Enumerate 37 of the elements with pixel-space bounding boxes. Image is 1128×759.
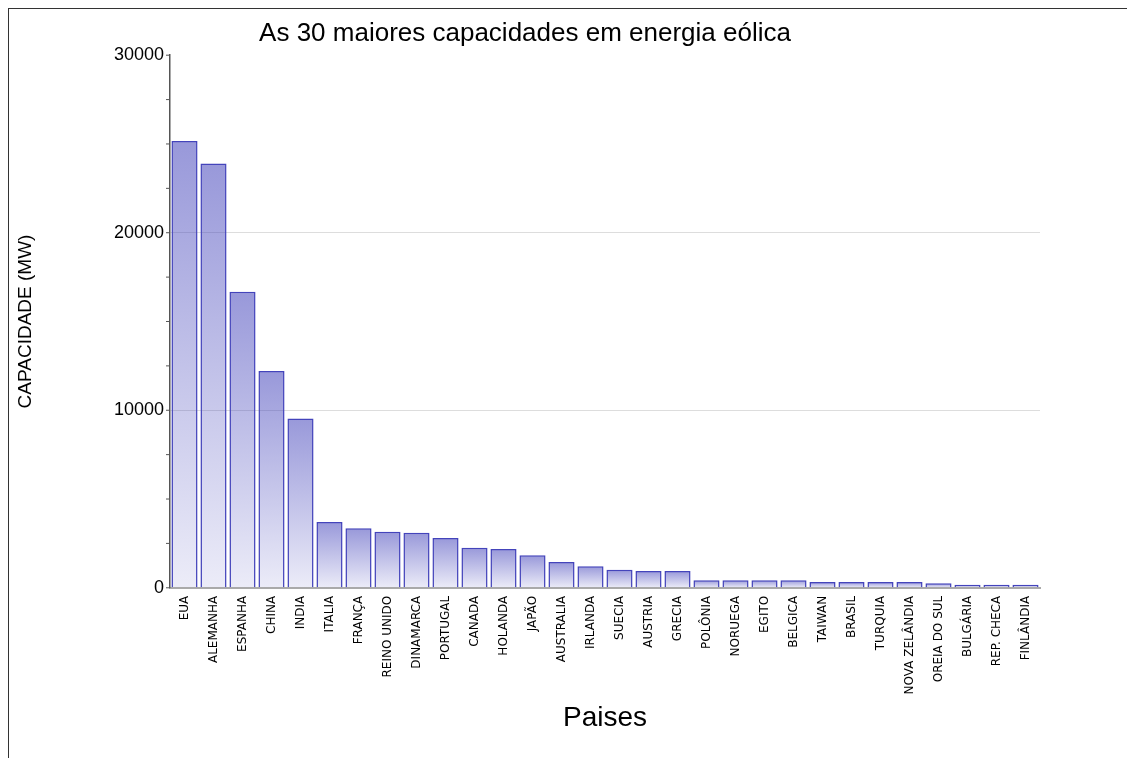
x-tick-label: HOLANDA xyxy=(495,595,510,656)
x-tick-label: CANADA xyxy=(466,595,481,647)
x-tick-label: OREIA DO SUL xyxy=(930,595,945,683)
y-tick-label: 30000 xyxy=(113,44,164,65)
x-tick-label: EGITO xyxy=(756,595,771,633)
y-tick-label: 0 xyxy=(153,576,164,597)
x-tick-label: FINLÂNDIA xyxy=(1016,595,1032,661)
chart-title: As 30 maiores capacidades em energia eólica xyxy=(259,16,792,47)
x-tick-label: ALEMANHA xyxy=(205,595,220,664)
x-tick-label: ESPANHA xyxy=(234,595,249,652)
y-tick-label: 20000 xyxy=(113,221,164,242)
x-tick-label: EUA xyxy=(176,595,191,621)
y-tick-label: 10000 xyxy=(113,399,164,420)
x-tick-label: AUSTRALIA xyxy=(553,595,568,663)
x-tick-label: TAIWAN xyxy=(814,595,829,644)
x-tick-label: IRLANDA xyxy=(582,595,597,650)
x-tick-label: TURQUIA xyxy=(872,595,887,652)
y-axis-title: CAPACIDADE (MW) xyxy=(13,234,35,409)
x-tick-label: GRECIA xyxy=(669,595,684,642)
x-tick-label: JAPÃO xyxy=(523,595,539,633)
x-tick-label: BRASIL xyxy=(843,595,858,638)
x-tick-label: REP. CHECA xyxy=(988,595,1003,667)
x-tick-label: DINAMARCA xyxy=(408,595,423,669)
x-tick-label: NOVA ZELÂNDIA xyxy=(900,595,916,695)
x-tick-label: REINO UNIDO xyxy=(379,595,394,678)
x-tick-label: INDIA xyxy=(292,595,307,630)
x-tick-label: AUSTRIA xyxy=(640,595,655,648)
x-tick-label: ITALIA xyxy=(321,595,336,633)
x-axis-title: Paises xyxy=(562,700,648,732)
x-tick-label: POLÔNIA xyxy=(697,595,713,649)
x-tick-label: SUECIA xyxy=(611,595,626,640)
x-tick-label: BELGICA xyxy=(785,595,800,648)
x-tick-label: NORUEGA xyxy=(727,595,742,657)
x-tick-label: BULGÁRIA xyxy=(958,595,974,658)
x-tick-label: PORTUGAL xyxy=(437,595,452,661)
x-tick-label: FRANÇA xyxy=(350,595,365,645)
x-tick-label: CHINA xyxy=(263,595,278,634)
